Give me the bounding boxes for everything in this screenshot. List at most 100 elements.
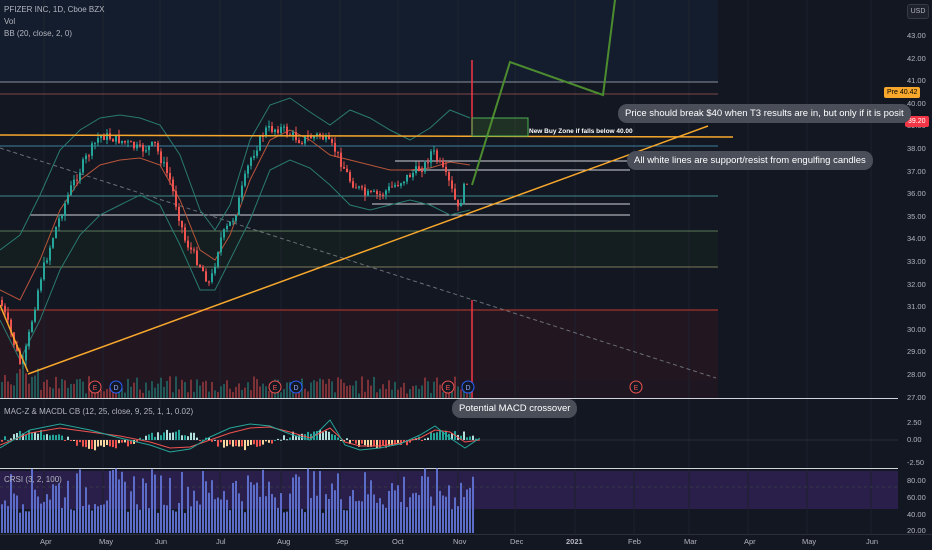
- candle-body: [55, 226, 57, 239]
- crsi-bar: [472, 476, 474, 533]
- crsi-bar: [280, 493, 282, 533]
- candle-body: [157, 143, 159, 152]
- macd-hist-bar: [235, 440, 237, 447]
- candle-body: [136, 144, 138, 149]
- candle-body: [196, 250, 198, 265]
- crsi-bar: [37, 496, 39, 533]
- earnings-marker[interactable]: [268, 380, 282, 394]
- time-tick-label: Apr: [744, 537, 756, 546]
- macd-hist-bar: [373, 440, 375, 447]
- volume-bar: [226, 380, 228, 398]
- crsi-bar: [145, 483, 147, 533]
- bollinger-legend[interactable]: BB (20, close, 2, 0): [4, 29, 73, 38]
- candle-body: [337, 151, 339, 153]
- candle-body: [190, 247, 192, 250]
- crsi-bar: [409, 497, 411, 533]
- macd-hist-bar: [226, 440, 228, 447]
- crsi-bar: [295, 474, 297, 533]
- candle-body: [31, 321, 33, 332]
- macd-hist-bar: [304, 434, 306, 440]
- crsi-bar: [139, 509, 141, 533]
- earnings-marker[interactable]: [88, 380, 102, 394]
- candle-body: [238, 197, 240, 216]
- volume-bar: [43, 381, 45, 398]
- currency-button[interactable]: USD: [907, 4, 929, 19]
- crsi-bar: [64, 497, 66, 533]
- candle-body: [340, 152, 342, 167]
- volume-bar: [340, 379, 342, 398]
- crsi-bar: [418, 495, 420, 533]
- macd-hist-bar: [475, 438, 477, 440]
- macd-hist-bar: [139, 437, 141, 440]
- volume-bar: [40, 389, 42, 398]
- volume-bar: [76, 379, 78, 398]
- crsi-bar: [397, 485, 399, 533]
- volume-bar: [427, 381, 429, 398]
- macd-hist-bar: [127, 440, 129, 447]
- macd-hist-bar: [46, 434, 48, 440]
- macd-hist-bar: [178, 429, 180, 440]
- earnings-marker[interactable]: [629, 380, 643, 394]
- crsi-bar: [460, 482, 462, 533]
- volume-bar: [385, 388, 387, 398]
- crsi-legend[interactable]: CRSI (3, 2, 100): [4, 475, 62, 484]
- macd-hist-bar: [259, 440, 261, 447]
- candle-body: [106, 133, 108, 140]
- buy-zone-label[interactable]: New Buy Zone if falls below 40.00: [529, 128, 633, 135]
- crsi-bar: [334, 490, 336, 533]
- candle-body: [4, 305, 6, 313]
- volume-legend[interactable]: Vol: [4, 17, 16, 26]
- volume-bar: [367, 379, 369, 398]
- macd-hist-bar: [376, 440, 378, 449]
- crsi-bar: [388, 490, 390, 533]
- symbol-legend[interactable]: PFIZER INC, 1D, Cboe BZX: [4, 5, 105, 14]
- candle-body: [331, 139, 333, 143]
- crsi-bar: [208, 492, 210, 533]
- macd-hist-bar: [223, 440, 225, 448]
- dividend-marker[interactable]: [109, 380, 123, 394]
- crsi-bar: [61, 507, 63, 533]
- macd-legend[interactable]: MAC-Z & MACDL CB (12, 25, close, 9, 25, …: [4, 407, 194, 416]
- volume-bar: [265, 386, 267, 398]
- volume-bar: [436, 377, 438, 398]
- macd-hist-bar: [241, 440, 243, 447]
- crsi-bar: [364, 472, 366, 533]
- crsi-bar: [229, 510, 231, 533]
- dividend-marker[interactable]: [461, 380, 475, 394]
- crsi-bar: [415, 492, 417, 533]
- volume-bar: [169, 376, 171, 398]
- time-tick-label: 2021: [566, 537, 583, 546]
- macd-hist-bar: [409, 440, 411, 443]
- crsi-bar: [175, 511, 177, 533]
- crsi-bar: [433, 505, 435, 533]
- crsi-bar: [247, 475, 249, 533]
- crsi-bar: [16, 495, 18, 533]
- callout-macd[interactable]: Potential MACD crossover: [452, 399, 578, 418]
- volume-bar: [421, 385, 423, 398]
- crsi-bar: [328, 499, 330, 533]
- macd-hist-bar: [25, 434, 27, 440]
- macd-hist-bar: [256, 440, 258, 447]
- dividend-marker[interactable]: [289, 380, 303, 394]
- candle-body: [280, 126, 282, 133]
- crsi-bar: [49, 499, 51, 533]
- callout-white-lines[interactable]: All white lines are support/resist from …: [627, 151, 873, 170]
- crsi-bar: [331, 483, 333, 533]
- crsi-bar: [94, 503, 96, 533]
- candle-body: [451, 180, 453, 189]
- candle-body: [271, 126, 273, 132]
- candle-body: [352, 181, 354, 188]
- callout-t3[interactable]: Price should break $40 when T3 results a…: [618, 104, 911, 123]
- price-tick-label: 31.00: [907, 302, 926, 312]
- crsi-bar: [118, 479, 120, 533]
- candle-body: [43, 262, 45, 280]
- crsi-bar: [112, 469, 114, 533]
- candle-body: [163, 162, 165, 164]
- candle-body: [151, 141, 153, 146]
- earnings-marker[interactable]: [441, 380, 455, 394]
- zone-mid: [0, 231, 718, 267]
- time-tick-label: Oct: [392, 537, 404, 546]
- candle-body: [259, 135, 261, 151]
- crsi-bar: [166, 505, 168, 533]
